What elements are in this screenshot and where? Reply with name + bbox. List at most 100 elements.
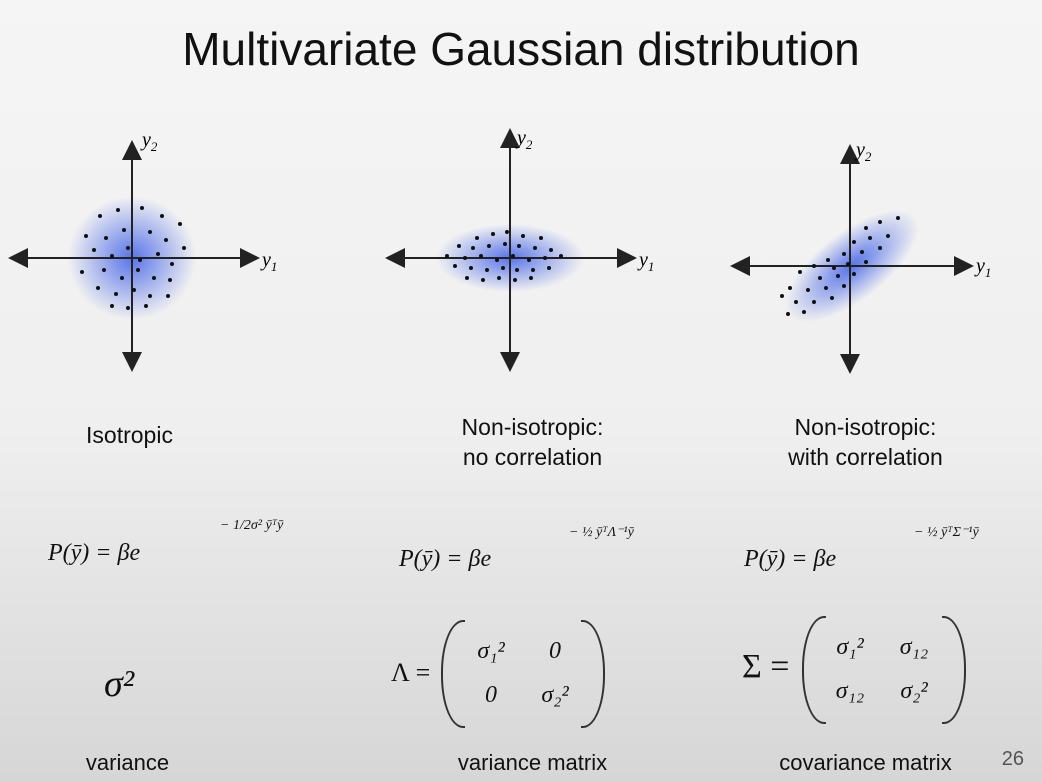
scatter-points [80, 206, 186, 310]
scatter-dot [457, 244, 461, 248]
y2-label: y2 [854, 139, 872, 164]
scatter-dot [531, 268, 535, 272]
column-no-correlation: y2 y1 Non-isotropic: no correlation P(ȳ)… [347, 0, 694, 782]
scatter-dot [116, 208, 120, 212]
scatter-dot [824, 286, 828, 290]
matrix-cell-11: σ₁² [836, 634, 864, 660]
scatter-dot [836, 274, 840, 278]
scatter-dot [798, 270, 802, 274]
scatter-dot [445, 254, 449, 258]
matrix-cell-22: σ₂² [900, 678, 928, 704]
scatter-dot [80, 270, 84, 274]
scatter-dot [104, 236, 108, 240]
scatter-dot [471, 246, 475, 250]
scatter-dot [485, 268, 489, 272]
scatter-dot [864, 226, 868, 230]
scatter-dot [148, 230, 152, 234]
covariance-matrix: Σ = σ₁² σ₁₂ σ₁₂ σ₂² [742, 616, 982, 726]
formula-lhs: P(ȳ) = βe [399, 546, 492, 572]
scatter-dot [463, 256, 467, 260]
plot-no-correlation: y2 y1 [385, 127, 654, 372]
scatter-dot [868, 236, 872, 240]
caption-isotropic: Isotropic [0, 420, 347, 450]
scatter-dot [826, 258, 830, 262]
scatter-dot [469, 266, 473, 270]
scatter-dot [453, 264, 457, 268]
formula-exponent: − ½ ȳᵀΣ⁻¹ȳ [914, 525, 979, 540]
scatter-dot [126, 306, 130, 310]
scatter-dot [501, 266, 505, 270]
formula-exponent: − 1/2σ² ȳᵀȳ [220, 518, 284, 533]
scatter-dot [166, 294, 170, 298]
scatter-dot [832, 266, 836, 270]
scatter-dot [527, 258, 531, 262]
scatter-dot [878, 246, 882, 250]
scatter-dot [92, 248, 96, 252]
y2-label: y2 [140, 129, 158, 154]
scatter-dot [511, 254, 515, 258]
scatter-dot [543, 256, 547, 260]
scatter-dot [114, 292, 118, 296]
scatter-dot [513, 278, 517, 282]
caption-line1: Non-isotropic: [461, 414, 604, 440]
right-paren [942, 616, 966, 724]
scatter-dot [529, 276, 533, 280]
matrix-cell-12: 0 [549, 638, 561, 664]
scatter-dot [842, 252, 846, 256]
matrix-cell-22: σ₂² [541, 682, 569, 708]
scatter-dot [521, 234, 525, 238]
scatter-dot [481, 278, 485, 282]
scatter-dot [852, 240, 856, 244]
scatter-dot [886, 234, 890, 238]
scatter-dot [830, 296, 834, 300]
footer-variance: variance [85, 750, 170, 775]
scatter-dot [475, 236, 479, 240]
scatter-dot [503, 242, 507, 246]
matrix-cell-12: σ₁₂ [899, 634, 929, 660]
y1-label: y1 [637, 249, 654, 274]
scatter-dot [465, 276, 469, 280]
caption-line1: Isotropic [86, 422, 173, 448]
scatter-dot [156, 252, 160, 256]
scatter-dot [84, 234, 88, 238]
plot-isotropic: y2 y1 [8, 129, 277, 372]
scatter-dot [539, 236, 543, 240]
y1-label: y1 [260, 249, 277, 274]
variance-matrix: Λ = σ₁² 0 0 σ₂² [391, 620, 631, 730]
scatter-dot [802, 310, 806, 314]
matrix-cell-21: σ₁₂ [835, 678, 865, 704]
caption-line1: Non-isotropic: [794, 414, 937, 440]
scatter-dot [126, 246, 130, 250]
caption-line2: no correlation [462, 444, 603, 470]
scatter-dot [812, 264, 816, 268]
scatter-dot [182, 246, 186, 250]
plot-with-correlation: y2 y1 [730, 139, 991, 374]
formula-lhs: P(ȳ) = βe [48, 540, 141, 566]
scatter-dot [788, 286, 792, 290]
footer-covariance-matrix: covariance matrix [779, 750, 952, 775]
scatter-dot [794, 300, 798, 304]
scatter-dot [148, 294, 152, 298]
left-paren [802, 616, 826, 724]
scatter-dot [136, 268, 140, 272]
caption-line2: with correlation [788, 444, 943, 470]
scatter-dot [168, 278, 172, 282]
scatter-dot [152, 276, 156, 280]
scatter-dot [497, 276, 501, 280]
formula-no-correlation: P(ȳ) = βe − ½ ȳᵀΛ⁻¹ȳ [399, 525, 634, 573]
column-isotropic: y2 y1 Isotropic P(ȳ) = βe − 1/2σ² ȳᵀȳ σ²… [0, 0, 347, 782]
scatter-dot [110, 254, 114, 258]
scatter-dot [102, 268, 106, 272]
scatter-dot [812, 300, 816, 304]
formula-exponent: − ½ ȳᵀΛ⁻¹ȳ [569, 525, 634, 540]
scatter-dot [896, 216, 900, 220]
scatter-dot [559, 254, 563, 258]
scatter-dot [780, 294, 784, 298]
matrix-cell-21: 0 [485, 682, 497, 708]
page-number: 26 [1001, 748, 1024, 770]
scatter-dot [120, 276, 124, 280]
formula-with-correlation: P(ȳ) = βe − ½ ȳᵀΣ⁻¹ȳ [744, 525, 979, 573]
scatter-dot [96, 286, 100, 290]
scatter-dot [170, 262, 174, 266]
y1-label: y1 [974, 255, 991, 280]
